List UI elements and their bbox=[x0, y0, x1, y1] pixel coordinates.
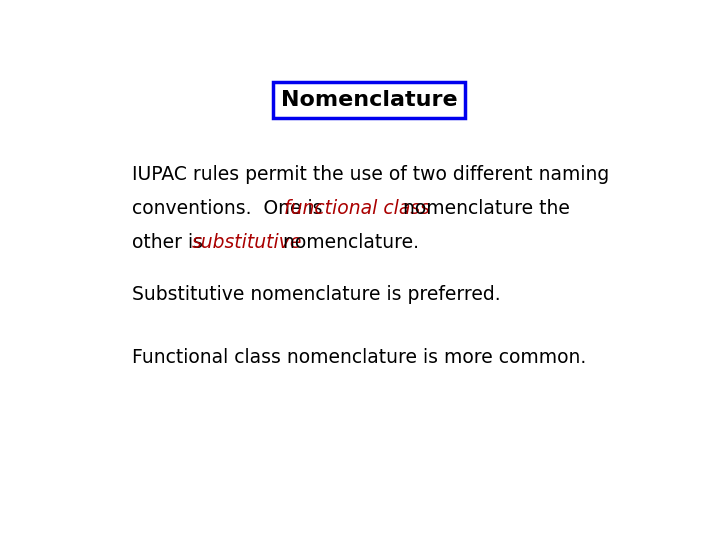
Text: functional class: functional class bbox=[284, 199, 430, 218]
Text: nomenclature the: nomenclature the bbox=[397, 199, 570, 218]
Text: substitutive: substitutive bbox=[192, 233, 302, 252]
Text: Substitutive nomenclature is preferred.: Substitutive nomenclature is preferred. bbox=[132, 285, 500, 304]
Text: conventions.  One is: conventions. One is bbox=[132, 199, 328, 218]
Text: Nomenclature: Nomenclature bbox=[281, 90, 457, 110]
Text: Functional class nomenclature is more common.: Functional class nomenclature is more co… bbox=[132, 348, 586, 367]
Text: nomenclature.: nomenclature. bbox=[277, 233, 419, 252]
Text: other is: other is bbox=[132, 233, 209, 252]
Text: IUPAC rules permit the use of two different naming: IUPAC rules permit the use of two differ… bbox=[132, 165, 609, 184]
